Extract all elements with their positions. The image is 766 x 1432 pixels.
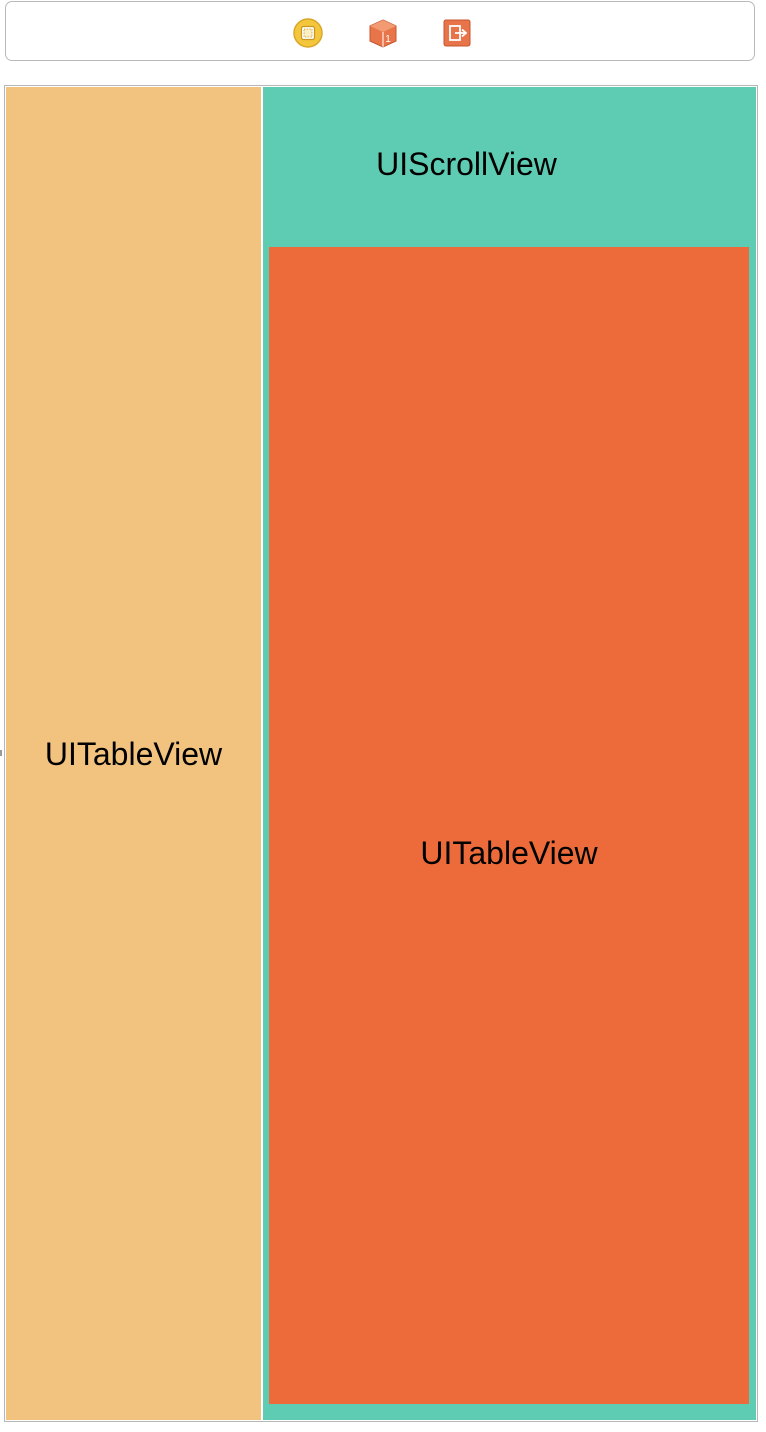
segue-edge-mark	[0, 750, 2, 756]
left-table-view[interactable]: UITableView	[6, 87, 261, 1420]
scroll-view[interactable]: UIScrollView UITableView	[263, 87, 756, 1420]
scroll-view-label: UIScrollView	[376, 146, 557, 182]
inner-table-view[interactable]: UITableView	[269, 247, 749, 1404]
left-table-label: UITableView	[44, 736, 223, 772]
exit-icon[interactable]	[442, 18, 472, 48]
first-responder-icon[interactable]: 1	[368, 18, 398, 48]
view-controller-view: UITableView UIScrollView UITableView	[4, 85, 758, 1422]
svg-text:1: 1	[385, 34, 391, 45]
view-controller-icon[interactable]	[293, 18, 323, 48]
inner-table-label: UITableView	[420, 835, 598, 871]
scene-dock: 1	[5, 1, 755, 61]
